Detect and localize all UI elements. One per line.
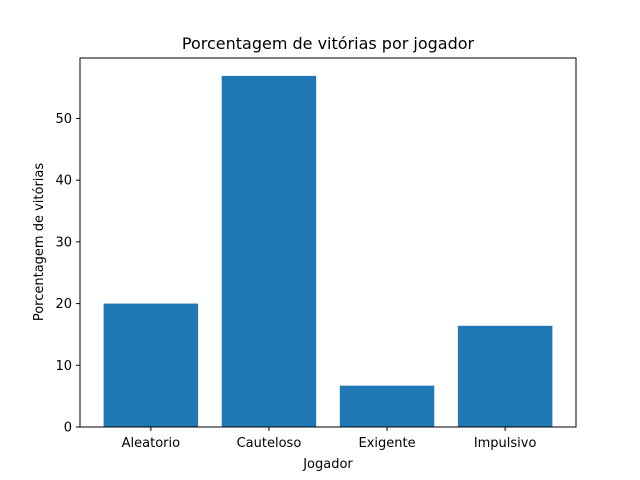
y-tick-label: 40 (55, 174, 72, 189)
x-axis-label: Jogador (302, 457, 353, 472)
plot-area-frame (79, 57, 577, 428)
x-tick-label: Cauteloso (237, 436, 302, 451)
bar-aleatorio (103, 303, 199, 427)
y-tick-label: 30 (55, 235, 72, 250)
x-tick-label: Exigente (358, 436, 415, 451)
x-tick-label: Impulsivo (474, 436, 537, 451)
bars-group (103, 75, 553, 427)
x-tick-label: Aleatorio (122, 436, 180, 451)
y-tick-label: 10 (55, 359, 72, 374)
x-axis-ticks: Aleatorio Cauteloso Exigente Impulsivo (122, 427, 537, 451)
bar-exigente (339, 385, 435, 427)
y-axis-ticks: 0 10 20 30 40 50 (55, 112, 80, 436)
chart-title: Porcentagem de vitórias por jogador (182, 34, 475, 53)
y-tick-label: 50 (55, 112, 72, 127)
bar-impulsivo (457, 325, 553, 427)
y-tick-label: 20 (55, 297, 72, 312)
y-tick-label: 0 (64, 421, 72, 436)
y-axis-label: Porcentagem de vitórias (32, 163, 47, 322)
bar-cauteloso (221, 75, 317, 427)
